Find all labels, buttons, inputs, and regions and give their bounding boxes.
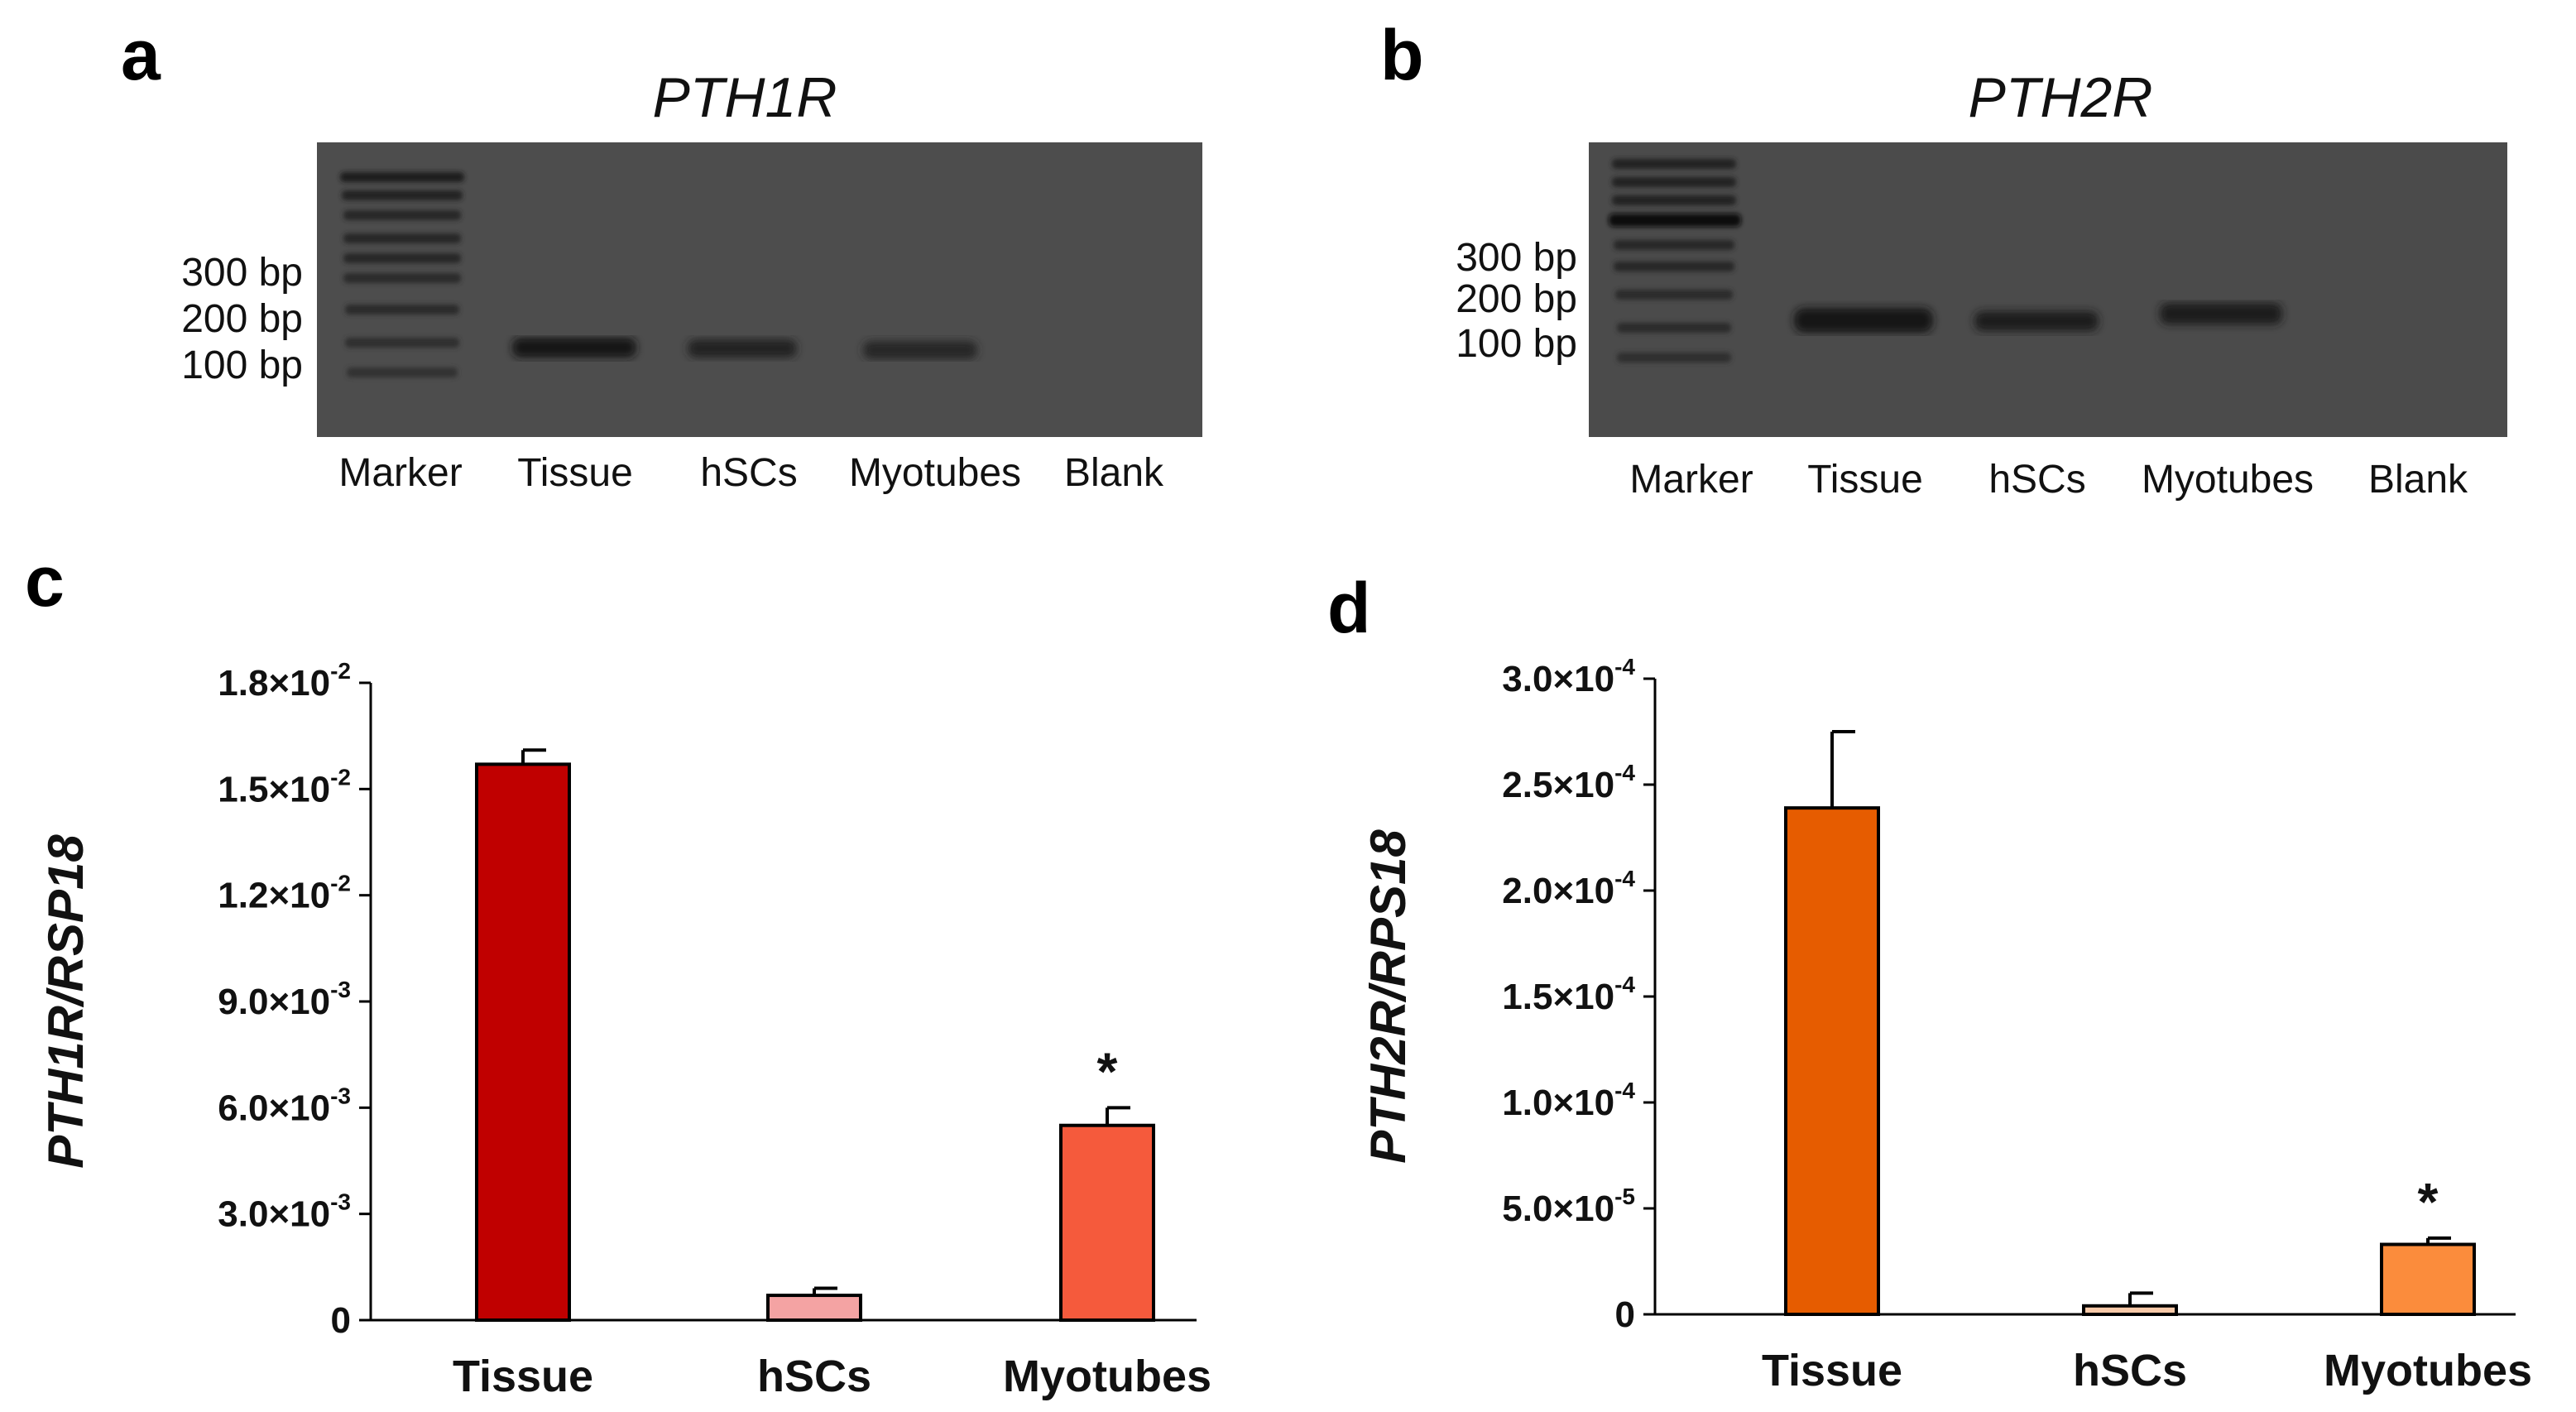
gel-a-marker-200: 200 bp <box>181 297 303 341</box>
gel-a-sample-bands <box>512 338 977 359</box>
gel-a-marker-300: 300 bp <box>181 251 303 295</box>
chart-c-ytick-label-exponent: -2 <box>330 764 351 790</box>
chart-d-ytick-label-base: 2.0×10 <box>1502 871 1614 911</box>
chart-d-ytick-label-exponent: -4 <box>1614 654 1635 680</box>
panel-letter-a: a <box>121 16 161 95</box>
gel-b-sample-bands <box>1794 303 2282 333</box>
gel-a-image <box>317 142 1202 437</box>
gel-a-marker-100: 100 bp <box>181 343 303 387</box>
chart-d-ytick-label-exponent: -4 <box>1614 760 1635 785</box>
chart-d-bar-myotubes <box>2380 1242 2476 1317</box>
gel-a-lane-blank: Blank <box>1063 451 1164 495</box>
chart-d-ytick-label-base: 1.0×10 <box>1502 1083 1614 1123</box>
chart-c-ytick-label-base: 1.2×10 <box>218 876 330 916</box>
chart-c-ytick-label-base: 1.8×10 <box>218 663 330 704</box>
chart-c-category-label-myotubes: Myotubes <box>1003 1352 1211 1401</box>
chart-d-ytick-label: 2.5×10-4 <box>1502 760 1635 805</box>
gel-a-lane-hscs: hSCs <box>700 451 798 495</box>
gel-b-marker-ladder <box>1609 159 1741 363</box>
chart-c-ytick-label: 1.2×10-2 <box>218 871 351 916</box>
chart-c-ytick-label: 3.0×10-3 <box>218 1189 351 1235</box>
gel-a-marker-ladder <box>340 172 464 377</box>
gel-b-lane-tissue: Tissue <box>1807 458 1923 502</box>
gel-b-lane-blank: Blank <box>2367 458 2468 502</box>
chart-d-category-label-hscs: hSCs <box>2073 1346 2187 1395</box>
chart-d-ytick-label: 2.0×10-4 <box>1502 866 1635 911</box>
chart-c-ytick-label: 6.0×10-3 <box>218 1083 351 1128</box>
chart-c-bar-tissue <box>475 762 571 1322</box>
chart-c-ytick-label-exponent: -3 <box>330 1083 351 1108</box>
chart-c-category-label-tissue: Tissue <box>453 1352 593 1401</box>
chart-d-ytick-label-exponent: -4 <box>1614 1078 1635 1103</box>
chart-c-ytick-label-base: 6.0×10 <box>218 1088 330 1128</box>
chart-c-svg: 03.0×10-36.0×10-39.0×10-31.2×10-21.5×10-… <box>38 658 1211 1401</box>
chart-c-ytick-label-base: 1.5×10 <box>218 769 330 809</box>
gel-b-title: PTH2R <box>1968 66 2153 129</box>
chart-d-ytick-label: 5.0×10-5 <box>1502 1184 1635 1229</box>
chart-c-ytick-label: 9.0×10-3 <box>218 977 351 1022</box>
chart-d-ytick-label-base: 0 <box>1615 1294 1635 1335</box>
panel-letter-c: c <box>25 542 65 622</box>
panel-letter-b: b <box>1380 16 1424 95</box>
chart-d-ytick-label-base: 3.0×10 <box>1502 659 1614 699</box>
chart-c-ytick-label: 1.5×10-2 <box>218 764 351 809</box>
gel-a-title: PTH1R <box>652 66 837 129</box>
chart-c: 0 3.0×10-3 6.0×10-3 9.0×10-3 1.2×10-2 1.5×10-… <box>0 612 1274 1412</box>
chart-c-ytick-label: 0 <box>331 1300 351 1341</box>
chart-d-bar-hscs <box>2082 1304 2178 1317</box>
chart-d-ytick-label-exponent: -4 <box>1614 972 1635 997</box>
chart-c-ytick-label-base: 9.0×10 <box>218 982 330 1022</box>
gel-b-lane-marker: Marker <box>1629 458 1753 502</box>
gel-b-marker-100: 100 bp <box>1456 322 1577 366</box>
chart-c-ytick-label-base: 3.0×10 <box>218 1194 330 1235</box>
chart-d-ylabel: PTH2R/RPS18 <box>1360 829 1416 1164</box>
chart-c-ytick-label-exponent: -3 <box>330 977 351 1002</box>
chart-d-ytick-label-base: 1.5×10 <box>1502 977 1614 1017</box>
chart-c-category-label-hscs: hSCs <box>757 1352 871 1401</box>
chart-d-ytick-label: 3.0×10-4 <box>1502 654 1635 699</box>
chart-d-ytick-label-base: 5.0×10 <box>1502 1189 1614 1229</box>
gel-b-marker-300: 300 bp <box>1456 236 1577 280</box>
gel-b-marker-200: 200 bp <box>1456 277 1577 321</box>
gel-a-lane-tissue: Tissue <box>517 451 633 495</box>
chart-c-bar-myotubes <box>1059 1123 1155 1322</box>
gel-b-lane-myotubes: Myotubes <box>2141 458 2315 502</box>
chart-d-significance-myotubes: * <box>2418 1172 2439 1232</box>
gel-a-lane-marker: Marker <box>338 451 463 495</box>
gel-b-image <box>1589 142 2507 437</box>
chart-d-category-label-tissue: Tissue <box>1762 1346 1902 1395</box>
chart-d-svg: 05.0×10-51.0×10-41.5×10-42.0×10-42.5×10-… <box>1360 654 2532 1395</box>
chart-d: 0 5.0×10-5 1.0×10-4 1.5×10-4 2.0×10-4 2.5×10-… <box>1324 612 2576 1412</box>
chart-c-ylabel: PTH1R/RSP18 <box>38 834 94 1169</box>
chart-d-ytick-label: 1.5×10-4 <box>1502 972 1635 1017</box>
chart-c-bar-hscs <box>766 1294 862 1322</box>
chart-c-ytick-label-exponent: -2 <box>330 871 351 896</box>
chart-d-category-label-myotubes: Myotubes <box>2324 1346 2532 1395</box>
chart-c-ytick-label: 1.8×10-2 <box>218 658 351 704</box>
chart-c-ytick-label-exponent: -3 <box>330 1189 351 1215</box>
chart-c-ytick-label-base: 0 <box>331 1300 351 1341</box>
chart-d-bar-tissue <box>1784 806 1880 1317</box>
chart-d-ytick-label-base: 2.5×10 <box>1502 765 1614 805</box>
chart-c-significance-myotubes: * <box>1097 1041 1118 1101</box>
chart-d-ytick-label-exponent: -4 <box>1614 866 1635 891</box>
chart-d-ytick-label: 0 <box>1615 1294 1635 1335</box>
chart-c-ytick-label-exponent: -2 <box>330 658 351 684</box>
gel-b-lane-hscs: hSCs <box>1988 458 2086 502</box>
chart-d-ytick-label-exponent: -5 <box>1614 1184 1635 1209</box>
gel-a-lane-myotubes: Myotubes <box>848 451 1022 495</box>
panel-letter-d: d <box>1327 569 1371 648</box>
chart-d-ytick-label: 1.0×10-4 <box>1502 1078 1635 1123</box>
